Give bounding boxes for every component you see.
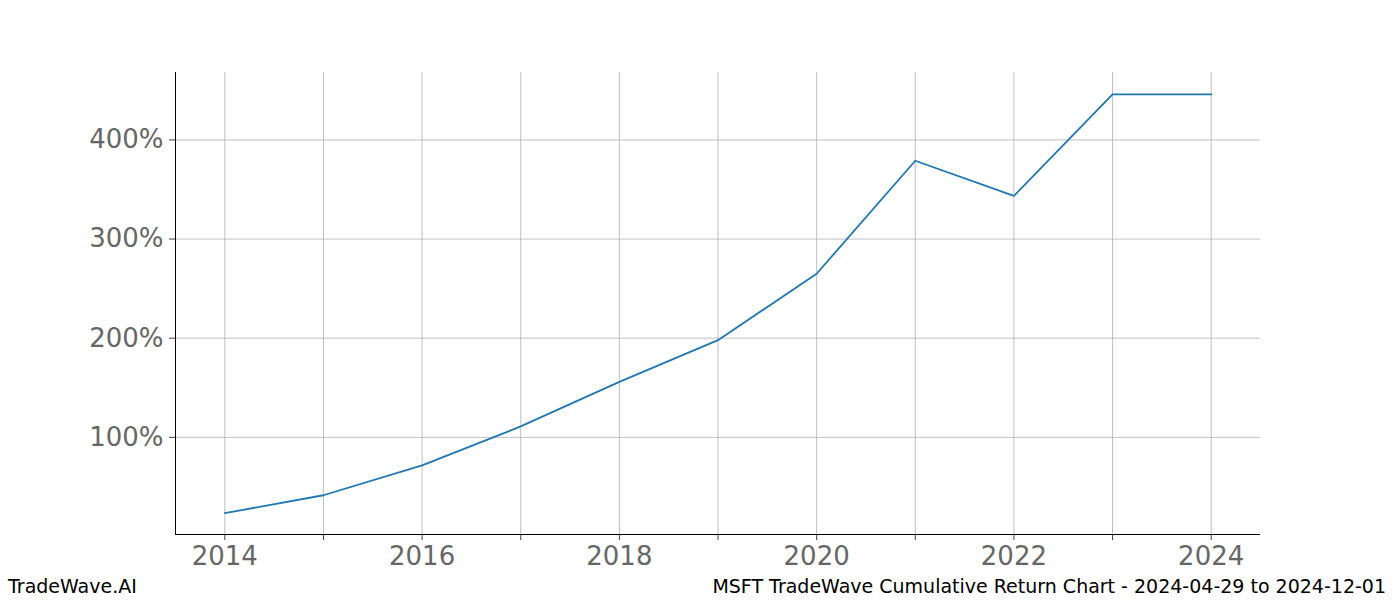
svg-text:2016: 2016 [389,541,455,571]
svg-text:2014: 2014 [192,541,258,571]
svg-text:200%: 200% [89,323,163,353]
svg-text:400%: 400% [89,124,163,154]
svg-text:2020: 2020 [784,541,850,571]
html-text:MSFT TradeWave Cumulative Retu: MSFT TradeWave Cumulative Return Chart -… [712,575,1386,597]
svg-text:2024: 2024 [1178,541,1244,571]
svg-text:2022: 2022 [981,541,1047,571]
svg-text:2018: 2018 [586,541,652,571]
html-text:TradeWave.AI: TradeWave.AI [8,575,137,597]
svg-text:100%: 100% [89,422,163,452]
svg-text:300%: 300% [89,223,163,253]
